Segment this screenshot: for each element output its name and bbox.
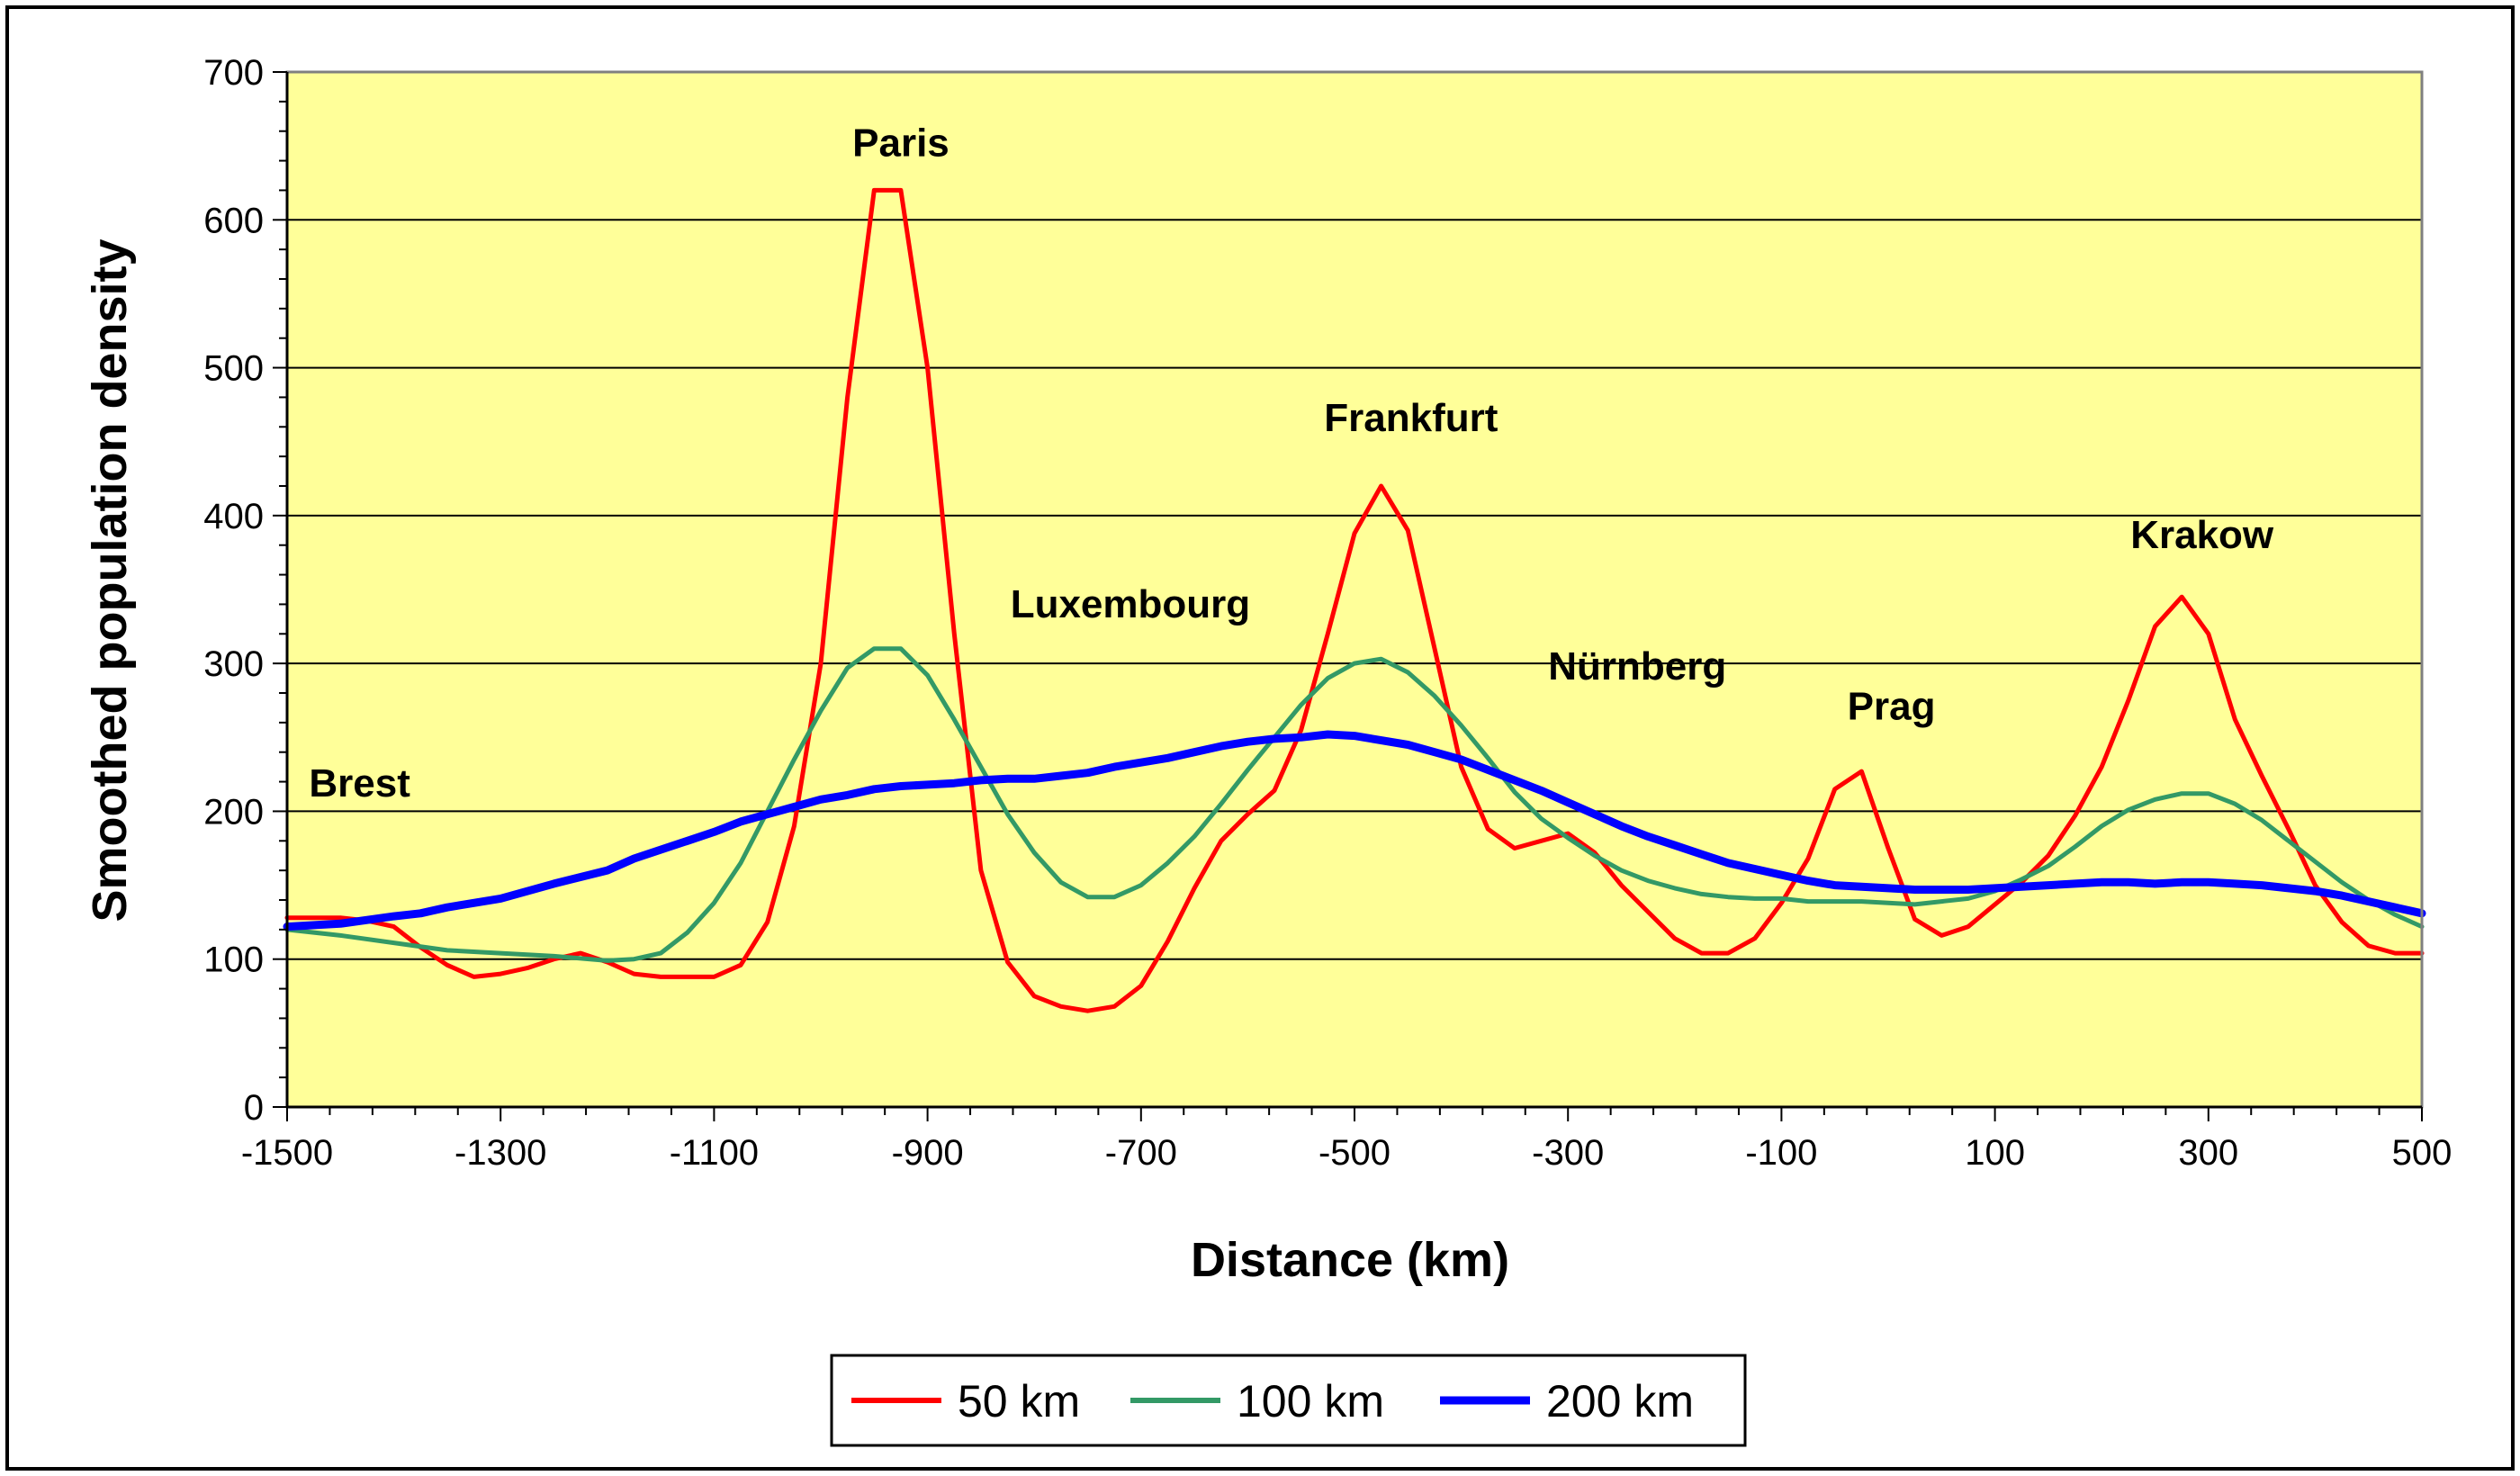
x-tick-label--100: -100: [1745, 1133, 1817, 1173]
plot-area: [287, 72, 2422, 1107]
x-tick-label--300: -300: [1532, 1133, 1604, 1173]
x-tick-label--700: -700: [1105, 1133, 1177, 1173]
x-tick-label--1100: -1100: [670, 1133, 759, 1173]
legend-label-100-km: 100 km: [1237, 1376, 1384, 1426]
y-tick-label-300: 300: [203, 644, 264, 684]
annotations: Paris Frankfurt Luxembourg Nürnberg Prag Bres…: [309, 122, 2274, 806]
annotation-paris: Paris: [852, 122, 950, 166]
y-tick-label-600: 600: [203, 201, 264, 240]
annotation-frankfurt: Frankfurt: [1324, 396, 1498, 440]
legend: 50 km 100 km 200 km: [830, 1354, 1747, 1447]
series-lines: [283, 187, 2426, 1013]
legend-box: [830, 1354, 1747, 1447]
x-tick-label--500: -500: [1318, 1133, 1390, 1173]
y-tick-label-700: 700: [203, 53, 264, 93]
x-axis-title: Distance (km): [1191, 1233, 1509, 1287]
annotation-luxembourg: Luxembourg: [1011, 582, 1250, 626]
annotation-prag: Prag: [1848, 685, 1936, 729]
y-tick-label-100: 100: [203, 940, 264, 980]
plot-background: [287, 72, 2422, 1107]
x-tick-label-300: 300: [2178, 1133, 2238, 1173]
x-tick-label-500: 500: [2392, 1133, 2452, 1173]
y-tick-label-0: 0: [244, 1088, 264, 1128]
legend-label-50-km: 50 km: [958, 1376, 1080, 1426]
legend-label-200-km: 200 km: [1546, 1376, 1694, 1426]
series-line-50-km: [284, 187, 2425, 1013]
series-line-200-km: [283, 730, 2426, 932]
tick-labels: 0 100 200 300 400 500 600 700 -1500 -1300 -1100 -90…: [203, 53, 2452, 1173]
annotation-nürnberg: Nürnberg: [1548, 644, 1726, 688]
x-tick-label-100: 100: [1965, 1133, 2025, 1173]
y-tick-label-200: 200: [203, 792, 264, 832]
annotation-brest: Brest: [309, 761, 410, 806]
x-tick-label--1300: -1300: [454, 1133, 546, 1173]
y-axis-title: Smoothed population density: [83, 239, 137, 922]
annotation-krakow: Krakow: [2130, 513, 2274, 557]
y-tick-label-500: 500: [203, 349, 264, 389]
x-tick-label--900: -900: [892, 1133, 964, 1173]
y-tick-label-400: 400: [203, 497, 264, 536]
series-line-100-km: [284, 646, 2425, 963]
axes: [273, 70, 2424, 1121]
x-tick-label--1500: -1500: [241, 1133, 333, 1173]
